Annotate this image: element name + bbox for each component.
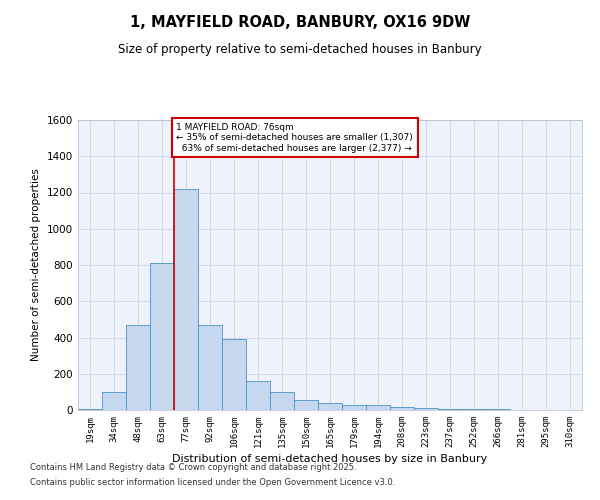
X-axis label: Distribution of semi-detached houses by size in Banbury: Distribution of semi-detached houses by …	[172, 454, 488, 464]
Bar	[462, 409, 486, 410]
Bar	[222, 340, 246, 410]
Bar	[270, 392, 294, 410]
Text: 1 MAYFIELD ROAD: 76sqm
← 35% of semi-detached houses are smaller (1,307)
  63% o: 1 MAYFIELD ROAD: 76sqm ← 35% of semi-det…	[176, 123, 413, 152]
Bar	[126, 325, 150, 410]
Bar	[438, 408, 462, 410]
Bar	[246, 381, 270, 410]
Text: Contains HM Land Registry data © Crown copyright and database right 2025.: Contains HM Land Registry data © Crown c…	[30, 463, 356, 472]
Bar	[78, 409, 102, 410]
Y-axis label: Number of semi-detached properties: Number of semi-detached properties	[31, 168, 41, 362]
Bar	[294, 400, 318, 410]
Bar	[414, 408, 438, 410]
Bar	[390, 408, 414, 410]
Bar	[102, 392, 126, 410]
Text: Contains public sector information licensed under the Open Government Licence v3: Contains public sector information licen…	[30, 478, 395, 487]
Bar	[366, 406, 390, 410]
Bar	[174, 189, 198, 410]
Bar	[198, 325, 222, 410]
Text: Size of property relative to semi-detached houses in Banbury: Size of property relative to semi-detach…	[118, 42, 482, 56]
Bar	[318, 403, 342, 410]
Text: 1, MAYFIELD ROAD, BANBURY, OX16 9DW: 1, MAYFIELD ROAD, BANBURY, OX16 9DW	[130, 15, 470, 30]
Bar	[150, 263, 174, 410]
Bar	[342, 404, 366, 410]
